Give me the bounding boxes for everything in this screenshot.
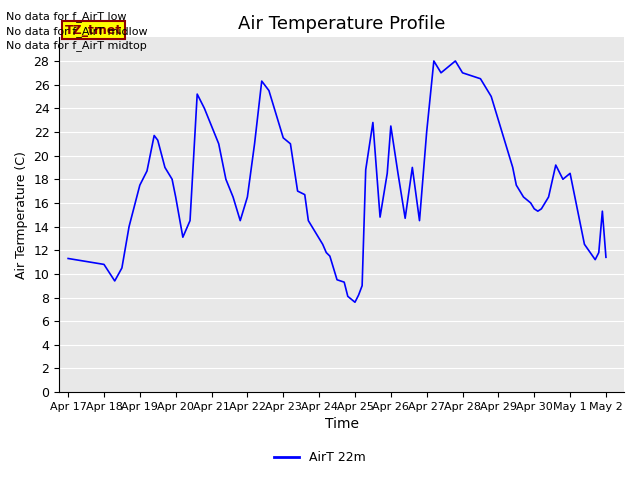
Title: Air Temperature Profile: Air Temperature Profile	[238, 15, 445, 33]
Text: No data for f_AirT midlow: No data for f_AirT midlow	[6, 25, 148, 36]
Text: TZ_tmet: TZ_tmet	[65, 24, 122, 37]
Y-axis label: Air Termperature (C): Air Termperature (C)	[15, 151, 28, 279]
Text: No data for f_AirT midtop: No data for f_AirT midtop	[6, 40, 147, 51]
Text: No data for f_AirT low: No data for f_AirT low	[6, 11, 127, 22]
Legend: AirT 22m: AirT 22m	[269, 446, 371, 469]
X-axis label: Time: Time	[324, 418, 358, 432]
